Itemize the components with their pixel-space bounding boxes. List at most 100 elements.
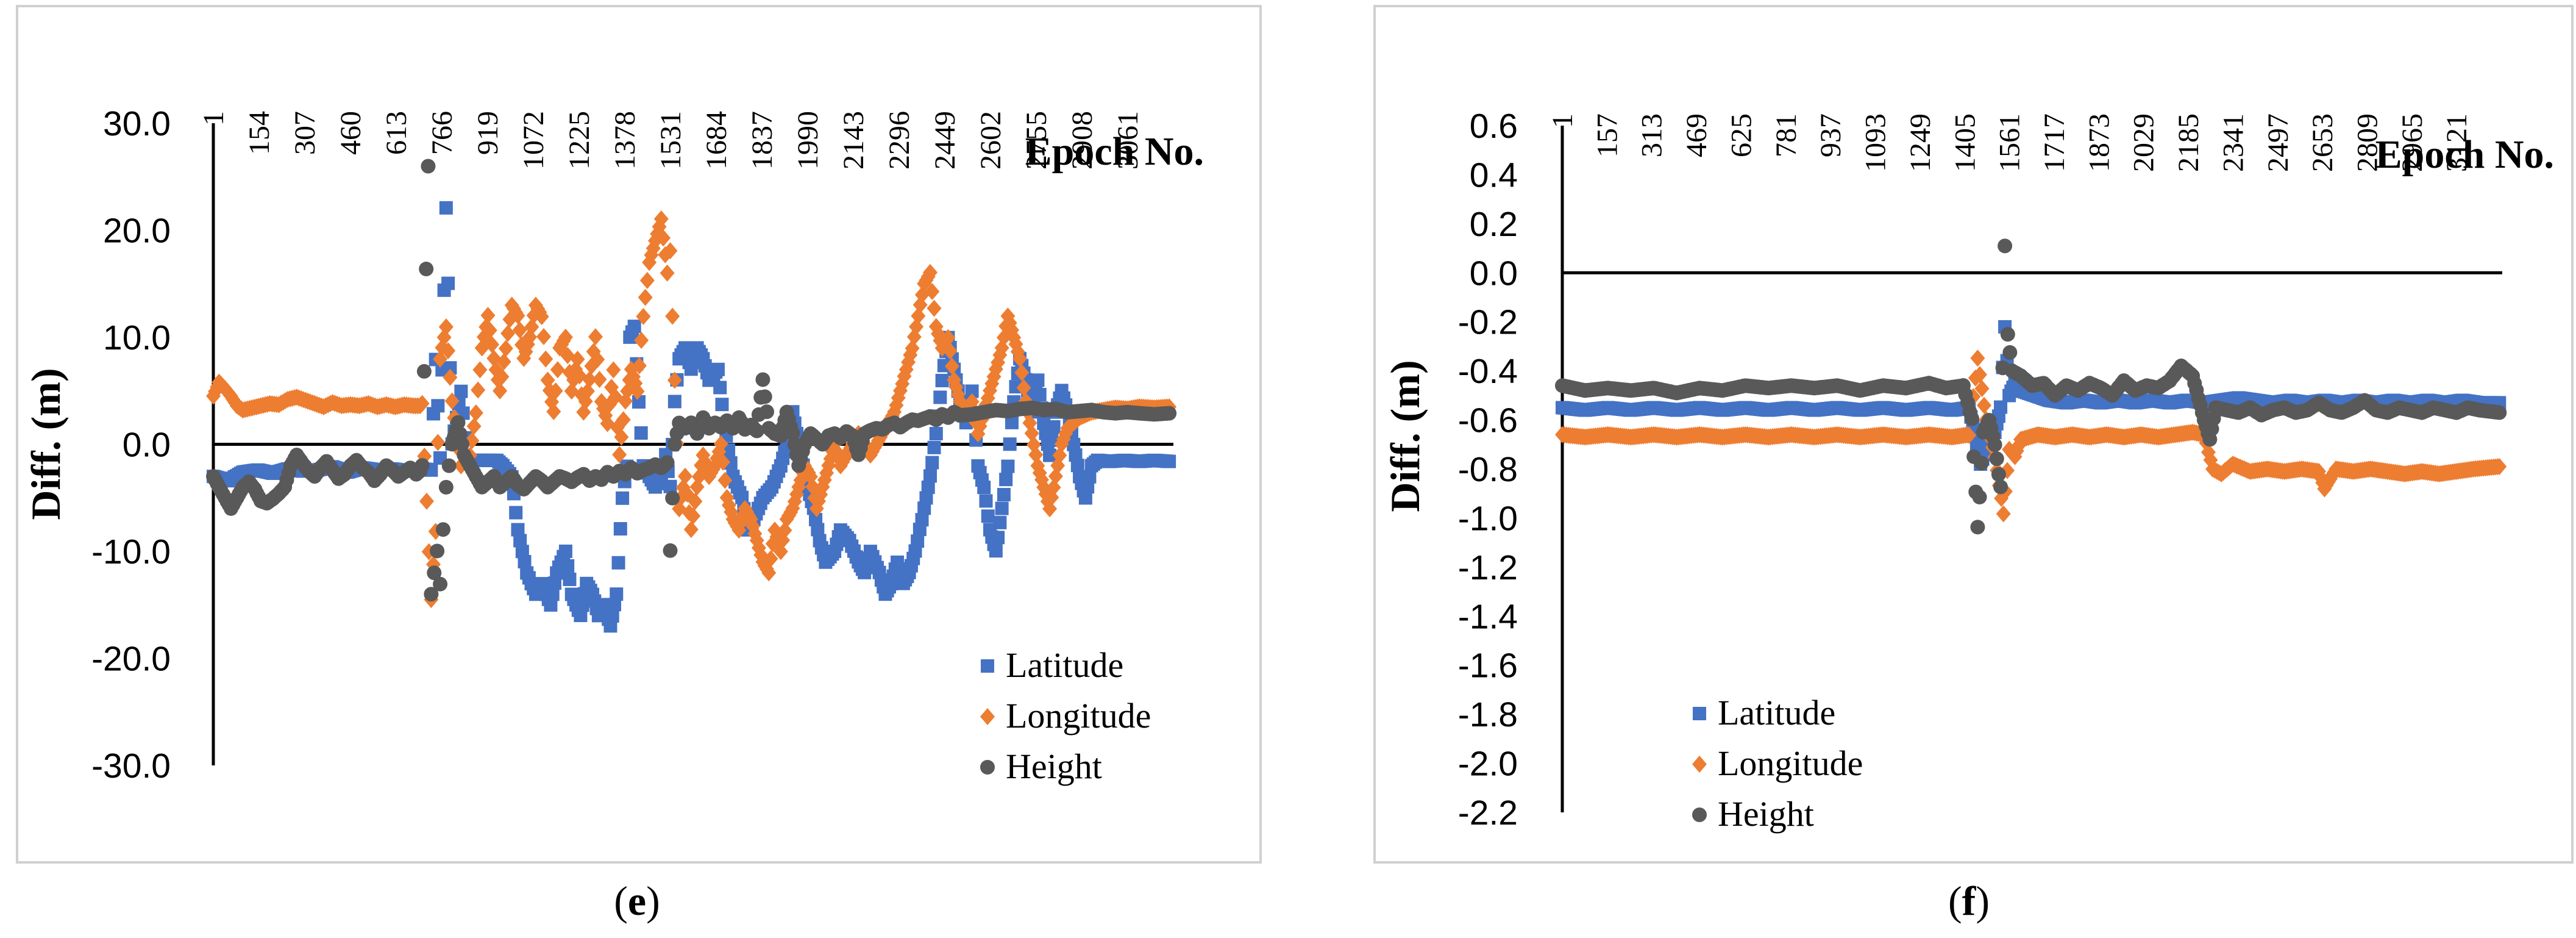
- data-point-latitude: [1070, 459, 1084, 473]
- figure-caption: (e): [614, 878, 660, 924]
- data-point-longitude: [482, 321, 497, 339]
- data-point-latitude: [929, 426, 943, 440]
- data-point-height: [1974, 456, 1989, 471]
- data-point-longitude: [1962, 426, 1977, 444]
- x-tick-label: 2341: [2217, 113, 2249, 172]
- data-point-latitude: [977, 481, 991, 495]
- data-point-height: [416, 363, 432, 379]
- data-point-latitude: [610, 587, 624, 601]
- legend-label: Height: [1006, 746, 1102, 786]
- x-tick-label: 1717: [2038, 113, 2071, 172]
- legend-marker-longitude: [1692, 756, 1707, 773]
- data-point-longitude: [510, 307, 525, 324]
- data-point-longitude: [546, 403, 561, 420]
- data-point-latitude: [509, 506, 523, 520]
- data-point-longitude: [466, 417, 482, 435]
- data-point-longitude: [2492, 457, 2507, 475]
- data-point-longitude: [713, 435, 728, 453]
- data-point-longitude: [616, 411, 631, 429]
- x-tick-label: 2029: [2128, 113, 2160, 172]
- data-point-latitude: [613, 522, 627, 536]
- data-point-latitude: [713, 381, 727, 395]
- data-point-longitude: [493, 382, 508, 399]
- y-tick-label: -2.2: [1458, 793, 1518, 832]
- data-point-longitude: [524, 318, 539, 336]
- data-point-height: [667, 437, 682, 452]
- data-point-longitude: [688, 493, 703, 510]
- data-point-latitude: [911, 534, 925, 548]
- data-point-longitude: [438, 318, 454, 336]
- data-point-longitude: [485, 335, 500, 353]
- x-tick-label: 3121: [2441, 113, 2473, 172]
- caption-open: (: [1948, 878, 1962, 924]
- data-point-longitude: [665, 307, 680, 325]
- data-point-longitude: [612, 446, 627, 464]
- data-point-longitude: [570, 350, 585, 368]
- data-point-longitude: [1024, 424, 1039, 442]
- data-point-height: [441, 458, 457, 473]
- data-point-latitude: [997, 488, 1011, 502]
- data-point-longitude: [667, 371, 682, 389]
- data-point-longitude: [498, 340, 513, 357]
- data-point-longitude: [925, 282, 940, 300]
- chart-f-svg: 0.6 0.4 0.2 0.0 -0.2 -0.4 -0.6 -0.8 -1.0 -1.2 -1.4…: [1373, 5, 2574, 924]
- x-tick-label: 1072: [518, 111, 550, 170]
- y-tick-label: -0.4: [1458, 352, 1518, 391]
- data-point-longitude: [548, 382, 563, 399]
- data-point-longitude: [686, 507, 701, 525]
- data-point-longitude: [496, 353, 511, 371]
- y-tick-label: -30.0: [91, 746, 171, 786]
- data-point-latitude: [1031, 373, 1045, 387]
- data-point-longitude: [905, 340, 920, 357]
- chart-e-svg: 30.020.010.00.0-10.0-20.0-30.01 154 307 460…: [16, 5, 1262, 924]
- x-tick-label: 1225: [563, 111, 596, 170]
- data-point-longitude: [512, 321, 527, 339]
- figure-caption: (f): [1948, 878, 1990, 924]
- data-point-latitude: [634, 426, 648, 440]
- x-tick-label: 2908: [1066, 111, 1098, 170]
- x-axis-title: Epoch No.: [2375, 132, 2554, 177]
- data-point-longitude: [636, 307, 651, 325]
- x-tick-label: 307: [289, 111, 321, 155]
- data-point-longitude: [580, 382, 595, 400]
- data-point-longitude: [1976, 396, 1991, 414]
- data-point-latitude: [616, 491, 630, 505]
- data-point-latitude: [575, 598, 589, 612]
- x-tick-label: 2185: [2172, 113, 2205, 172]
- data-point-longitude: [534, 308, 549, 326]
- x-tick-label: 2602: [975, 111, 1007, 170]
- x-tick-label: 460: [335, 111, 367, 155]
- data-point-longitude: [639, 271, 655, 289]
- legend-label: Latitude: [1718, 693, 1835, 732]
- data-point-latitude: [667, 395, 681, 409]
- x-tick-label: 469: [1681, 113, 1713, 157]
- y-tick-label: -0.2: [1458, 303, 1518, 342]
- chart-border: [16, 5, 1262, 864]
- x-tick-label: 2653: [2307, 113, 2339, 172]
- data-point-longitude: [582, 371, 597, 388]
- caption-letter: f: [1962, 878, 1977, 924]
- x-tick-label: 1249: [1904, 113, 1937, 172]
- data-point-height: [424, 587, 439, 602]
- data-point-height: [435, 522, 450, 537]
- y-tick-label: -0.6: [1458, 401, 1518, 440]
- data-point-latitude: [1067, 437, 1081, 451]
- data-point-latitude: [1162, 454, 1176, 468]
- caption-close: ): [1976, 878, 1990, 924]
- data-point-latitude: [627, 320, 641, 334]
- data-point-height: [660, 455, 675, 470]
- data-point-latitude: [935, 373, 949, 387]
- data-point-latitude: [1003, 437, 1017, 451]
- data-point-longitude: [653, 210, 669, 228]
- data-point-height: [755, 372, 770, 387]
- data-point-longitude: [419, 492, 434, 510]
- y-tick-label: 20.0: [103, 212, 171, 251]
- chart-panel-f: 0.6 0.4 0.2 0.0 -0.2 -0.4 -0.6 -0.8 -1.0 -1.2 -1.4…: [1372, 0, 2576, 938]
- data-point-longitude: [480, 307, 496, 324]
- data-point-longitude: [630, 382, 645, 400]
- y-tick-label: -10.0: [91, 532, 171, 571]
- x-tick-label: 781: [1770, 113, 1802, 157]
- data-point-longitude: [1028, 446, 1044, 464]
- data-point-latitude: [991, 531, 1005, 545]
- legend-marker-latitude: [981, 659, 994, 673]
